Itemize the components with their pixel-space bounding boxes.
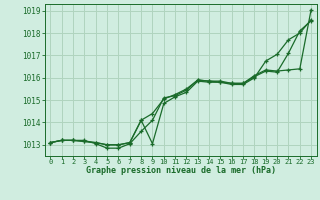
- X-axis label: Graphe pression niveau de la mer (hPa): Graphe pression niveau de la mer (hPa): [86, 166, 276, 175]
